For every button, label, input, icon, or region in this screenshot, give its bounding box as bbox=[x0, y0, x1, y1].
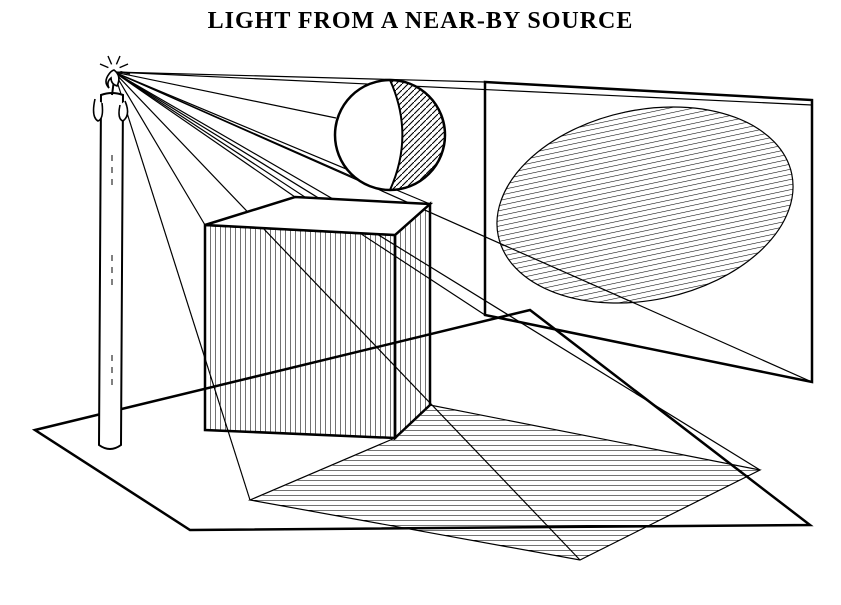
cube bbox=[205, 197, 430, 438]
diagram-canvas bbox=[0, 0, 841, 605]
candle bbox=[94, 56, 130, 449]
sphere bbox=[335, 80, 445, 190]
sphere-shadow bbox=[479, 81, 812, 329]
